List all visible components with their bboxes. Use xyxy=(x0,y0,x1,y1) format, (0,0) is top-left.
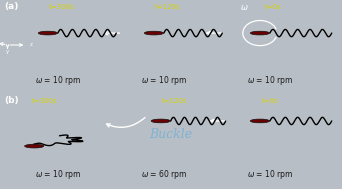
Circle shape xyxy=(250,119,269,123)
Text: $\omega$ = 10 rpm: $\omega$ = 10 rpm xyxy=(247,74,293,87)
Text: $\omega$ = 10 rpm: $\omega$ = 10 rpm xyxy=(35,168,81,181)
Text: (b): (b) xyxy=(4,96,19,105)
Circle shape xyxy=(151,119,170,123)
Text: t=300s: t=300s xyxy=(31,98,57,105)
Text: z: z xyxy=(30,43,32,47)
Text: t=120s: t=120s xyxy=(162,98,187,105)
Circle shape xyxy=(38,31,57,35)
Text: t=120s: t=120s xyxy=(155,4,180,10)
Text: t=300s: t=300s xyxy=(49,4,75,10)
Circle shape xyxy=(25,144,44,148)
Circle shape xyxy=(250,31,269,35)
Text: t=0s: t=0s xyxy=(262,98,278,105)
Text: t=0s: t=0s xyxy=(265,4,282,10)
Circle shape xyxy=(144,31,163,35)
Text: $\omega$ = 10 rpm: $\omega$ = 10 rpm xyxy=(247,168,293,181)
Text: $\omega$ = 60 rpm: $\omega$ = 60 rpm xyxy=(141,168,187,181)
Text: Buckle: Buckle xyxy=(149,128,193,141)
Text: ω: ω xyxy=(241,3,248,12)
Text: (a): (a) xyxy=(4,2,18,11)
Text: y: y xyxy=(6,49,9,54)
Text: $\omega$ = 10 rpm: $\omega$ = 10 rpm xyxy=(141,74,187,87)
Text: $\omega$ = 10 rpm: $\omega$ = 10 rpm xyxy=(35,74,81,87)
